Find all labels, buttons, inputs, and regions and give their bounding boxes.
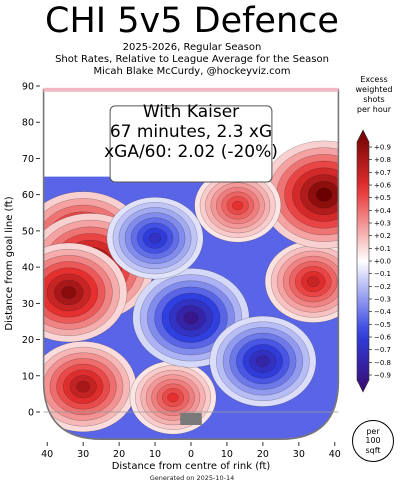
per-unit-line-1: per [366, 426, 380, 436]
per-unit-badge: per 100 sqft [352, 420, 394, 462]
colorbar-tick-label-8: +0.1 [374, 245, 391, 253]
colorbar-tick-label-10: −0.1 [374, 270, 391, 278]
y-tick-label-0: 0 [28, 408, 34, 419]
colorbar-tick-label-3: +0.6 [374, 182, 392, 190]
rink-outline [42, 87, 340, 440]
colorbar-tick-label-11: −0.2 [374, 283, 391, 291]
x-tick-label-5: 10 [221, 449, 233, 460]
blue-line [43, 87, 339, 92]
x-tick-label-0: 40 [41, 449, 53, 460]
colorbar-tick-label-16: −0.7 [374, 346, 391, 354]
heatmap-blob-4-level-7 [315, 187, 333, 202]
x-tick-label-1: 30 [77, 449, 89, 460]
y-tick-label-20: 20 [22, 335, 34, 346]
heatmap-blob-2-level-7 [61, 286, 77, 299]
colorbar-title-line-2: weighted [355, 85, 393, 94]
subtitle-description: Shot Rates, Relative to League Average f… [55, 54, 329, 65]
colorbar-tick-label-2: +0.7 [374, 169, 391, 177]
heatmap-blob-9-level-7 [148, 232, 162, 244]
colorbar-tick-label-18: −0.9 [374, 372, 391, 380]
annotation-player: With Kaiser [143, 102, 239, 122]
rink-boards [42, 88, 340, 440]
chart-title: CHI 5v5 Defence [45, 1, 339, 41]
x-tick-label-4: 0 [188, 449, 194, 460]
colorbar-tick-label-9: +0.0 [374, 258, 391, 266]
per-unit-line-3: sqft [365, 445, 381, 455]
heatmap-blob-8-level-7 [183, 311, 199, 325]
x-tick-label-8: 40 [329, 449, 341, 460]
axes: 0 10 20 30 40 50 60 70 80 90 40 30 20 10 0 10 20 30 40 [22, 82, 341, 461]
per-unit-line-2: 100 [365, 436, 381, 446]
subtitle-author: Micah Blake McCurdy, @hockeyviz.com [93, 66, 291, 77]
y-tick-label-50: 50 [22, 226, 34, 237]
colorbar-tick-label-13: −0.4 [374, 308, 392, 316]
colorbar: +0.9 +0.8 +0.7 +0.6 +0.5 +0.4 +0.3 +0.2 +0.1 +0.0… [356, 129, 392, 393]
net-icon [180, 413, 202, 426]
heatmap-blob-10-level-7 [256, 355, 270, 368]
heatmap-blob-6-level-7 [76, 380, 90, 393]
colorbar-tick-label-1: +0.8 [374, 156, 391, 164]
annotation-toi: 67 minutes, 2.3 xG [110, 122, 272, 142]
heatmap-blob-5-level-7 [232, 200, 244, 211]
y-tick-label-40: 40 [22, 263, 34, 274]
colorbar-tick-label-17: −0.8 [374, 359, 391, 367]
y-tick-label-60: 60 [22, 190, 34, 201]
colorbar-bar [356, 129, 370, 393]
colorbar-title-line-4: per hour [356, 105, 392, 114]
colorbar-tick-label-15: −0.6 [374, 334, 392, 342]
y-tick-label-10: 10 [22, 371, 34, 382]
colorbar-title-line-1: Excess [360, 75, 388, 84]
generated-date: Generated on 2025-10-14 [149, 474, 235, 482]
y-tick-label-30: 30 [22, 299, 34, 310]
colorbar-tick-label-14: −0.5 [374, 321, 391, 329]
heatmap-surface [43, 89, 339, 440]
annotation-xga: xGA/60: 2.02 (-20%) [104, 142, 278, 162]
colorbar-tick-label-5: +0.4 [374, 207, 392, 215]
colorbar-tick-label-4: +0.5 [374, 194, 391, 202]
x-tick-label-6: 20 [257, 449, 269, 460]
colorbar-title-line-3: shots [363, 95, 385, 104]
y-tick-label-70: 70 [22, 154, 34, 165]
x-tick-label-7: 30 [293, 449, 305, 460]
colorbar-tick-label-6: +0.3 [374, 220, 391, 228]
y-tick-label-90: 90 [22, 82, 34, 93]
x-tick-label-2: 20 [113, 449, 125, 460]
heatmap-blob-7-level-7 [167, 392, 179, 403]
subtitle-season: 2025-2026, Regular Season [122, 42, 262, 53]
y-tick-label-80: 80 [22, 118, 34, 129]
colorbar-tick-label-7: +0.2 [374, 232, 391, 240]
x-axis-label: Distance from centre of rink (ft) [112, 461, 271, 472]
x-tick-label-3: 10 [149, 449, 161, 460]
heatmap-blob-3-level-7 [307, 276, 320, 287]
y-axis-label: Distance from goal line (ft) [4, 196, 15, 330]
annotation-box: With Kaiser 67 minutes, 2.3 xG xGA/60: 2… [104, 102, 278, 183]
colorbar-tick-label-12: −0.3 [374, 296, 391, 304]
colorbar-tick-label-0: +0.9 [374, 144, 391, 152]
